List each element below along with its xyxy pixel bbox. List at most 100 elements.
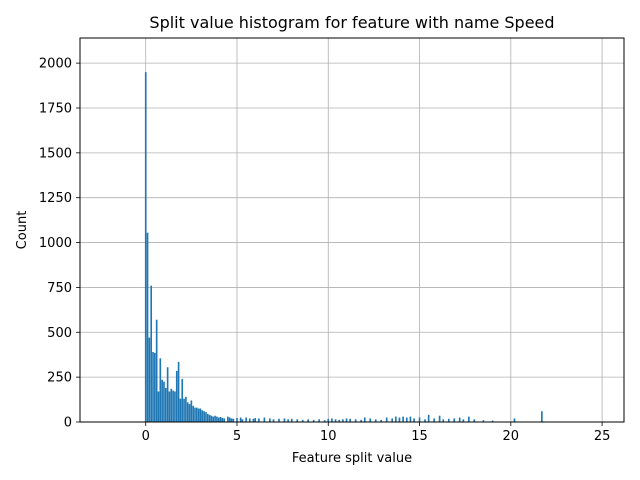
x-tick-label-3: 15 — [411, 429, 428, 444]
histogram-bar — [223, 418, 226, 422]
histogram-bar — [227, 416, 229, 422]
histogram-bar — [442, 419, 445, 422]
histogram-bar — [290, 418, 293, 422]
histogram-bar — [172, 390, 174, 422]
histogram-bar — [245, 417, 247, 422]
histogram-bar — [318, 419, 320, 422]
histogram-bar — [360, 419, 362, 422]
histogram-bar — [206, 413, 209, 422]
histogram-bar — [208, 414, 211, 422]
plot-frame — [79, 37, 625, 423]
histogram-bar — [174, 391, 176, 422]
histogram-bar — [168, 391, 171, 422]
histogram-bar — [269, 418, 271, 422]
histogram-bar — [482, 420, 485, 422]
x-tick-label-0: 0 — [142, 429, 150, 444]
histogram-bar — [252, 418, 255, 422]
x-axis-label: Feature split value — [292, 451, 412, 466]
histogram-bar — [210, 415, 213, 422]
x-tick-label-5: 25 — [594, 429, 611, 444]
histogram-bar — [188, 404, 191, 422]
histogram-bar — [228, 417, 231, 422]
histogram-bar — [241, 419, 244, 422]
y-tick-label-0: 0 — [64, 416, 72, 431]
histogram-bar — [453, 418, 456, 422]
histogram-bar — [424, 419, 426, 422]
histogram-bar — [181, 378, 184, 422]
histogram-bar — [272, 419, 275, 422]
y-tick-label-3: 750 — [47, 281, 72, 296]
histogram-bar — [402, 416, 404, 422]
histogram-bar — [152, 352, 154, 422]
y-axis-label: Count — [15, 211, 30, 250]
histogram-bar — [197, 408, 200, 422]
histogram-bar — [301, 419, 304, 422]
histogram-bar — [157, 391, 160, 422]
histogram-bar — [166, 367, 169, 422]
y-tick-label-1: 250 — [47, 371, 72, 386]
histogram-bar — [334, 419, 337, 422]
histogram-bar — [146, 232, 149, 422]
histogram-bar — [385, 417, 388, 422]
histogram-bar — [283, 418, 286, 422]
histogram-bar — [374, 419, 377, 422]
histogram-bar — [323, 420, 326, 422]
histogram-bar — [203, 411, 205, 422]
histogram-bar — [179, 398, 182, 422]
histogram-bar — [258, 418, 260, 422]
histogram-bar — [263, 417, 266, 422]
histogram-bar — [327, 418, 330, 422]
histogram-bar — [230, 418, 233, 422]
histogram-bar — [154, 352, 156, 422]
x-tick-label-4: 20 — [503, 429, 520, 444]
histogram-bar — [239, 417, 242, 422]
y-tick-label-8: 2000 — [39, 57, 72, 72]
histogram-bar — [363, 417, 366, 422]
histogram-bar — [405, 417, 408, 422]
histogram-bar — [161, 379, 163, 422]
histogram-bar — [183, 398, 185, 422]
histogram-bar — [278, 418, 280, 422]
histogram-bar — [221, 418, 224, 422]
y-tick-label-5: 1250 — [39, 191, 72, 206]
histogram-bar — [391, 418, 393, 422]
histogram-bar — [307, 419, 310, 422]
histogram-bar — [342, 419, 344, 422]
histogram-bar — [254, 418, 257, 422]
histogram-bar — [541, 411, 543, 422]
histogram-bar — [398, 417, 401, 422]
histogram-bar — [248, 418, 251, 422]
histogram-bar — [163, 381, 165, 422]
histogram-bar — [214, 415, 216, 422]
histogram-bar — [380, 419, 383, 422]
histogram-bar — [296, 419, 299, 422]
histogram-bar — [205, 412, 207, 422]
histogram-bar — [232, 418, 235, 422]
histogram-bar — [349, 418, 351, 422]
histogram-bar — [287, 419, 289, 422]
bars-layer — [144, 72, 543, 423]
histogram-bar — [236, 418, 238, 422]
histogram-bar — [473, 419, 476, 422]
histogram-bar — [175, 370, 178, 422]
histogram-bar — [148, 337, 151, 422]
histogram-bar — [155, 319, 158, 422]
histogram-bar — [345, 418, 348, 422]
histogram-bar — [369, 418, 372, 422]
histogram-bar — [177, 361, 180, 422]
histogram-bar — [170, 388, 173, 422]
x-tick-label-1: 5 — [233, 429, 241, 444]
histogram-bar — [491, 420, 494, 422]
histogram-bar — [513, 418, 516, 422]
histogram-bar — [458, 417, 461, 422]
histogram-bar — [216, 416, 218, 422]
histogram-bar — [409, 416, 412, 422]
histogram-bar — [212, 416, 215, 422]
histogram-bar — [394, 416, 397, 422]
histogram-bar — [338, 419, 341, 422]
histogram-bar — [185, 396, 187, 422]
histogram-bar — [427, 414, 430, 422]
histogram-bar — [190, 400, 193, 422]
